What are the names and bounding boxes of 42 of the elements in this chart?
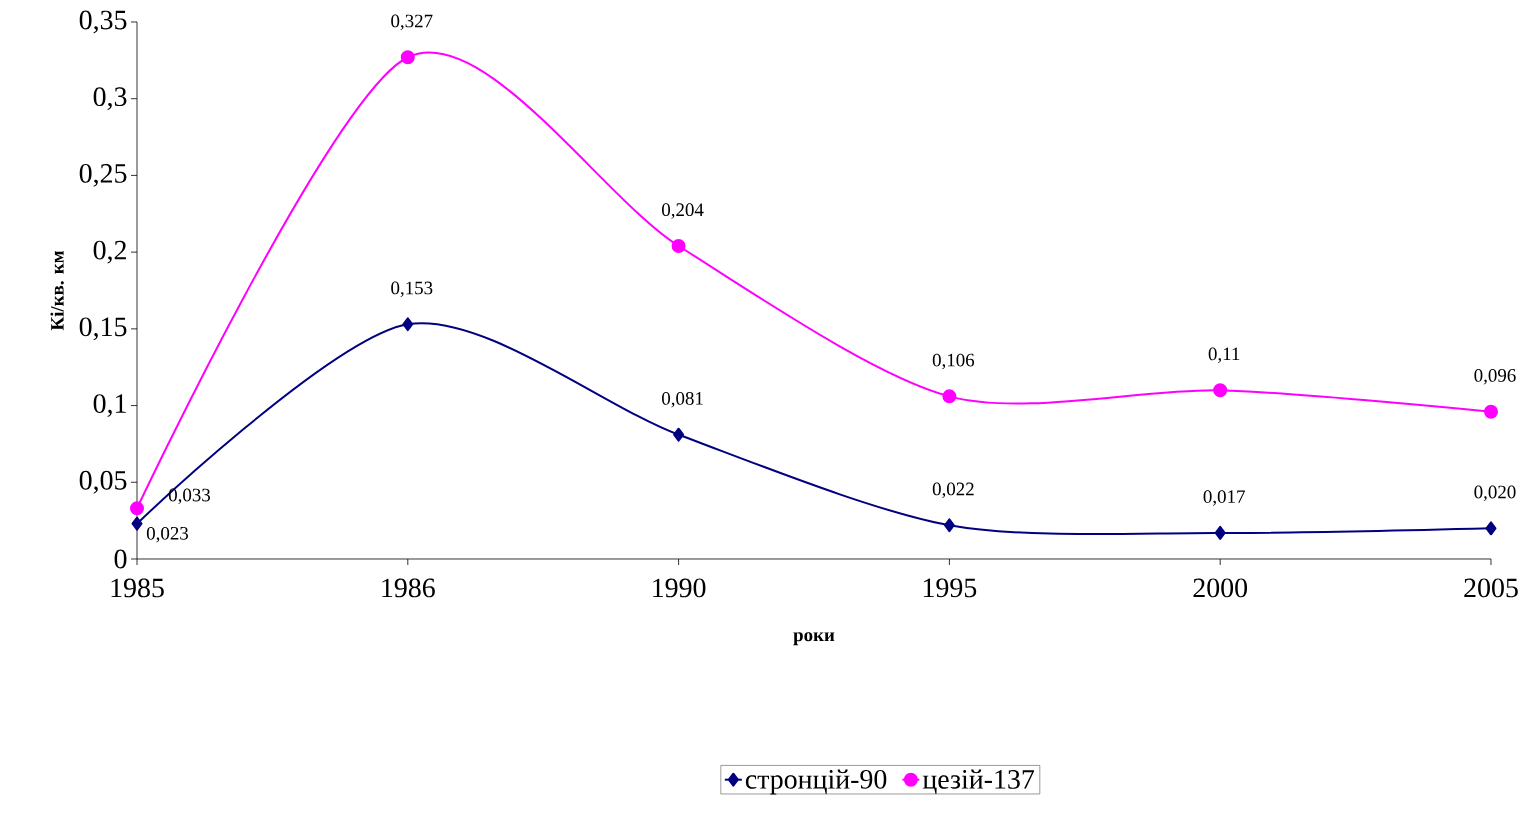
legend-label: стронцій-90: [745, 769, 887, 795]
point: [1485, 521, 1497, 536]
data-label: 0,096: [1474, 369, 1516, 385]
point: [1213, 383, 1228, 398]
data-label: 0,11: [1208, 347, 1240, 364]
data-label: 0,017: [1203, 490, 1245, 506]
data-label: 0,204: [662, 203, 704, 219]
data-label: 0,023: [146, 526, 189, 543]
y-tick-label: 0,2: [93, 240, 126, 264]
y-tick-label: 0,25: [79, 164, 127, 187]
data-label: 0,081: [662, 392, 703, 408]
data-label: 0,327: [391, 14, 433, 31]
x-tick-label: 1986: [382, 578, 435, 598]
y-tick-label: 0: [114, 549, 127, 569]
y-tick-label: 0,3: [93, 87, 127, 111]
point: [131, 516, 143, 531]
x-tick-label: 2005: [1464, 578, 1518, 598]
x-tick-label: 2000: [1193, 578, 1248, 598]
point: [400, 50, 415, 65]
point: [1483, 404, 1498, 419]
data-label: 0,020: [1474, 485, 1516, 502]
data-label: 0,033: [168, 488, 211, 505]
y-axis-title: Кі/кв. км: [50, 250, 64, 331]
point: [942, 389, 957, 404]
y-tick-label: 0,1: [93, 394, 126, 417]
x-tick-label: 1995: [923, 578, 977, 598]
point: [673, 427, 685, 442]
point: [402, 317, 414, 332]
x-tick-label: 1985: [111, 578, 164, 598]
data-label: 0,106: [932, 353, 975, 370]
legend-label: цезій-137: [922, 769, 1035, 794]
x-tick-label: 1990: [653, 578, 706, 598]
y-tick-label: 0,15: [79, 317, 127, 341]
point: [671, 239, 686, 253]
y-tick-label: 0,35: [79, 10, 127, 34]
point: [130, 501, 144, 516]
x-axis-title: роки: [793, 632, 835, 646]
data-label: 0,022: [932, 482, 974, 499]
point: [943, 518, 955, 533]
data-label: 0,153: [391, 281, 433, 298]
y-tick-label: 0,05: [79, 470, 127, 494]
point: [1214, 525, 1226, 540]
